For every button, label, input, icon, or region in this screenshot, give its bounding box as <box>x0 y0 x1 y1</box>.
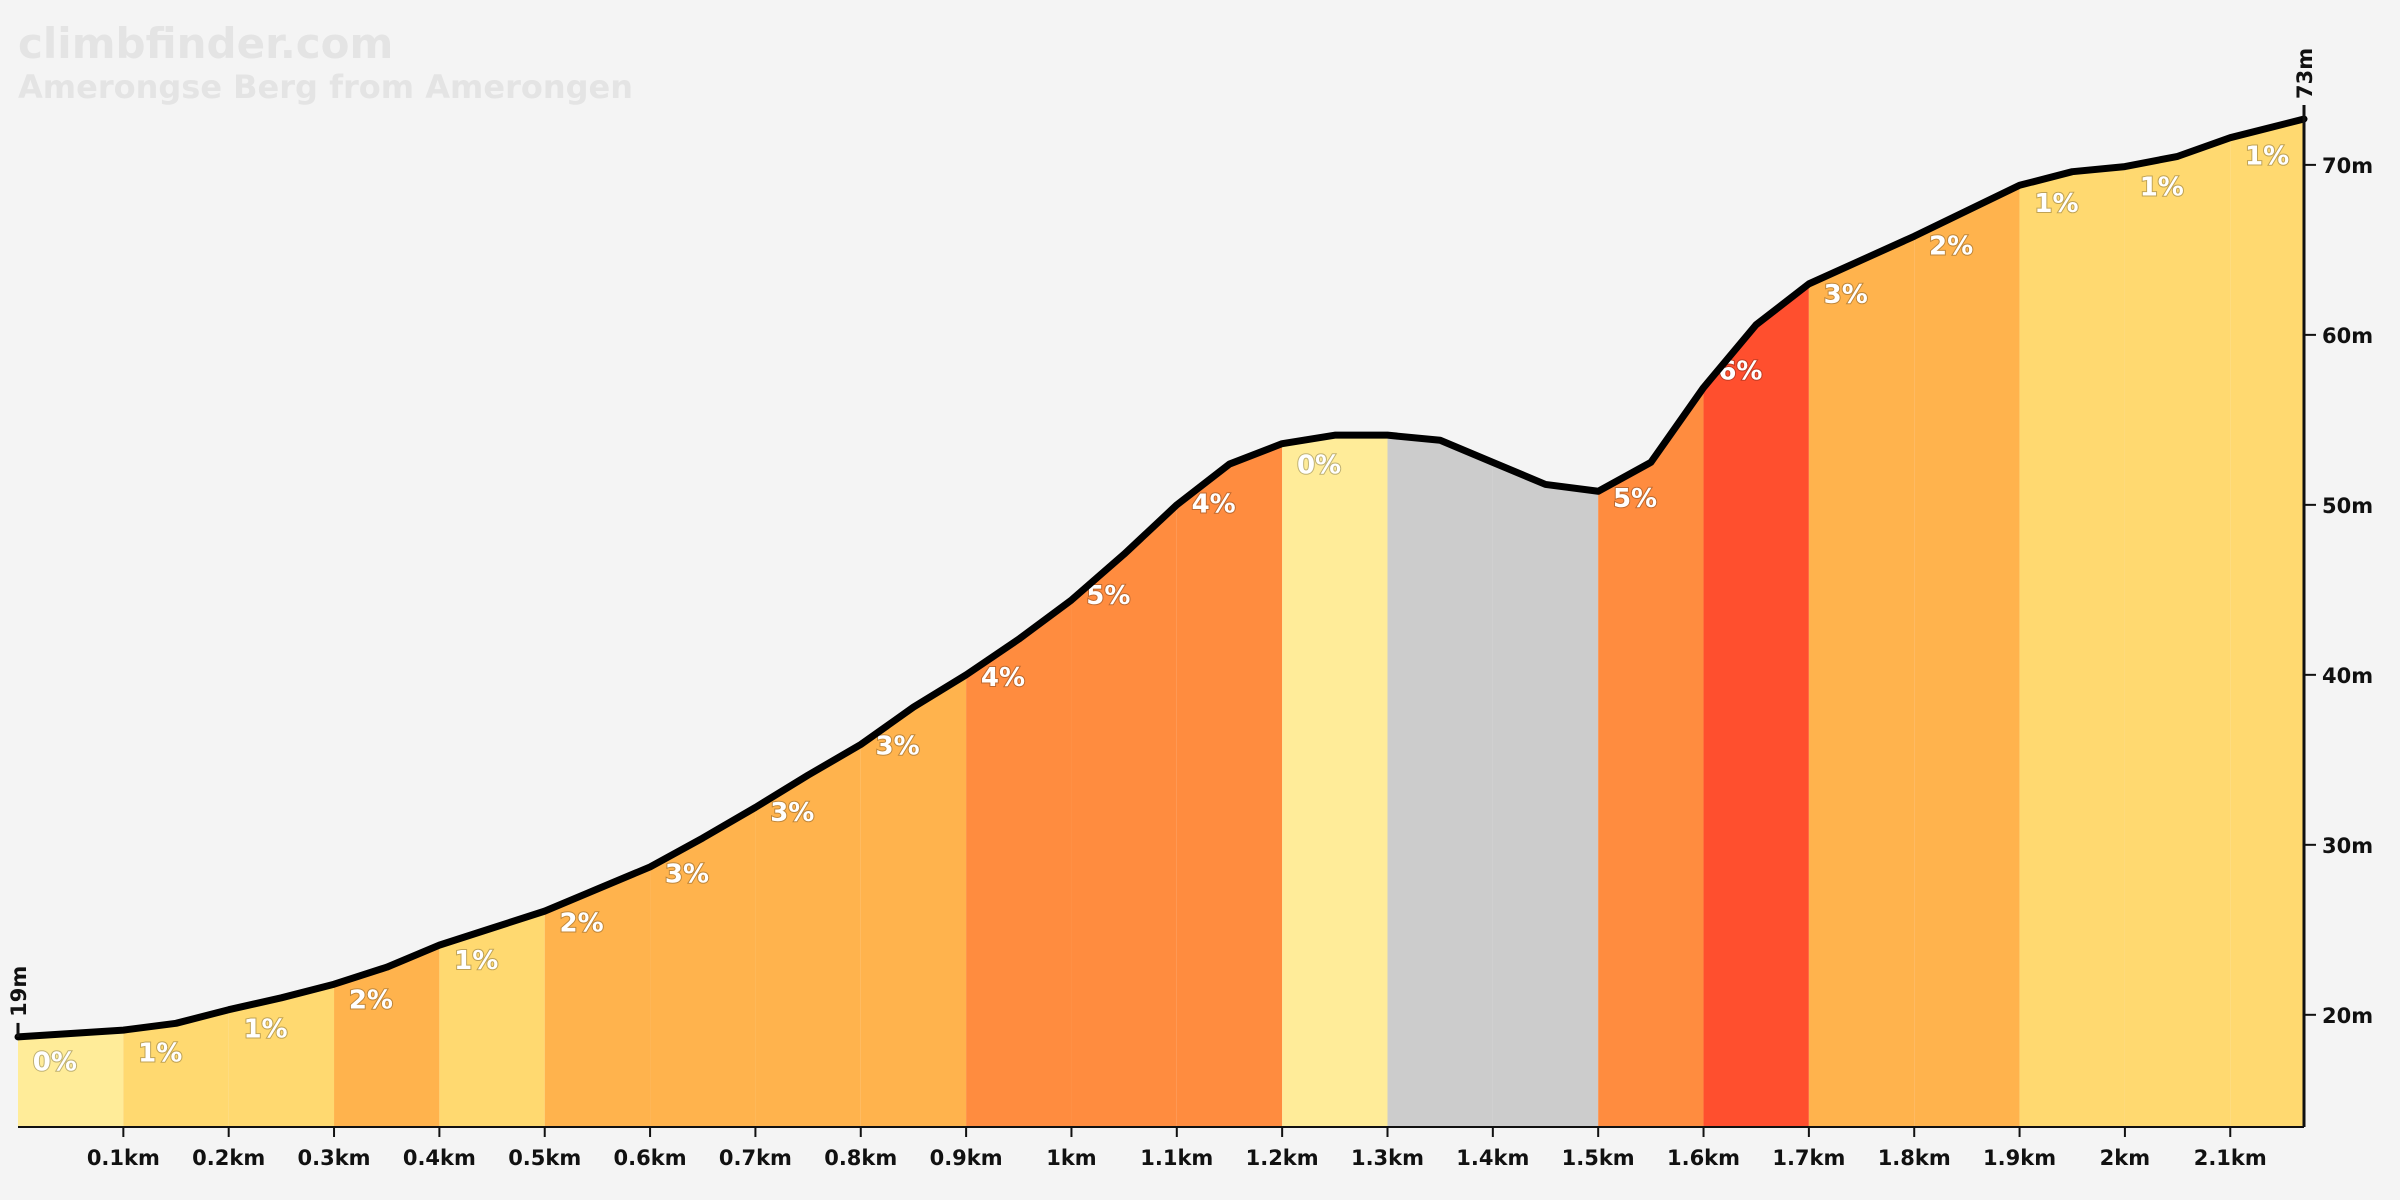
gradient-label: 1% <box>243 1014 287 1044</box>
x-tick-label: 1.9km <box>1983 1146 2056 1170</box>
gradient-segment <box>2124 137 2231 1127</box>
chart-subtitle: Amerongse Berg from Amerongen <box>18 68 633 106</box>
gradient-label: 3% <box>1824 280 1868 310</box>
gradient-segment <box>544 866 651 1127</box>
x-tick-label: 0.2km <box>192 1146 265 1170</box>
gradient-segment <box>1282 435 1388 1127</box>
gradient-segment <box>439 911 545 1127</box>
gradient-label: 2% <box>349 985 393 1015</box>
gradient-segment <box>123 1009 229 1127</box>
x-tick-label: 1.1km <box>1140 1146 1213 1170</box>
y-tick-label: 40m <box>2322 664 2373 688</box>
x-tick-label: 0.4km <box>403 1146 476 1170</box>
gradient-segment <box>860 674 967 1127</box>
x-tick-label: 1.2km <box>1246 1146 1319 1170</box>
gradient-segment <box>1071 504 1177 1127</box>
gradient-segment <box>2230 118 2304 1127</box>
y-tick-label: 70m <box>2322 154 2373 178</box>
gradient-label: 4% <box>1192 489 1236 519</box>
x-tick-label: 1.6km <box>1667 1146 1740 1170</box>
gradient-label: 5% <box>1613 484 1657 514</box>
x-tick-label: 0.7km <box>719 1146 792 1170</box>
gradient-segment <box>334 945 440 1127</box>
y-tick-label: 50m <box>2322 494 2373 518</box>
gradient-label: 1% <box>2140 172 2184 202</box>
gradient-label: 2% <box>1929 231 1973 261</box>
x-tick-label: 1.8km <box>1878 1146 1951 1170</box>
x-tick-label: 0.6km <box>614 1146 687 1170</box>
x-tick-label: 1km <box>1046 1146 1096 1170</box>
gradient-segment <box>1492 462 1599 1127</box>
gradient-segment <box>966 600 1072 1127</box>
x-tick-label: 2.1km <box>2194 1146 2267 1170</box>
gradient-label: 2% <box>560 909 604 939</box>
x-tick-label: 0.5km <box>508 1146 581 1170</box>
gradient-label: 0% <box>33 1048 77 1078</box>
gradient-segment <box>1598 387 1704 1127</box>
gradient-segment <box>228 984 335 1127</box>
gradient-segment <box>1808 236 1915 1127</box>
start-label: 19m <box>7 966 31 1017</box>
gradient-segment <box>1176 443 1283 1127</box>
gradient-segment <box>1703 283 1809 1127</box>
x-tick-label: 1.7km <box>1772 1146 1845 1170</box>
gradient-label: 1% <box>138 1038 182 1068</box>
x-tick-label: 0.8km <box>824 1146 897 1170</box>
y-tick-label: 20m <box>2322 1004 2373 1028</box>
gradient-segment <box>755 744 861 1127</box>
gradient-label: 4% <box>981 663 1025 693</box>
x-tick-label: 0.1km <box>87 1146 160 1170</box>
gradient-label: 0% <box>1297 451 1341 481</box>
gradient-segment <box>650 807 756 1127</box>
gradient-segment <box>18 1030 124 1127</box>
x-tick-label: 2km <box>2100 1146 2150 1170</box>
x-tick-label: 1.4km <box>1456 1146 1529 1170</box>
gradient-label: 1% <box>454 946 498 976</box>
gradient-segment <box>2019 166 2125 1128</box>
x-tick-label: 1.5km <box>1562 1146 1635 1170</box>
x-tick-label: 0.3km <box>298 1146 371 1170</box>
x-tick-label: 1.3km <box>1351 1146 1424 1170</box>
gradient-label: 3% <box>876 731 920 761</box>
elevation-line <box>14 115 2308 1041</box>
x-tick-label: 0.9km <box>930 1146 1003 1170</box>
gradient-label: 1% <box>2034 189 2078 219</box>
chart-title: climbfinder.com <box>18 19 393 68</box>
gradient-label: 1% <box>2245 141 2289 171</box>
y-tick-label: 30m <box>2322 834 2373 858</box>
gradient-segment <box>1914 185 2020 1127</box>
y-tick-label: 60m <box>2322 324 2373 348</box>
end-label: 73m <box>2293 48 2317 99</box>
gradient-label: 3% <box>665 860 709 890</box>
gradient-segment <box>1387 435 1493 1127</box>
gradient-label: 3% <box>770 798 814 828</box>
